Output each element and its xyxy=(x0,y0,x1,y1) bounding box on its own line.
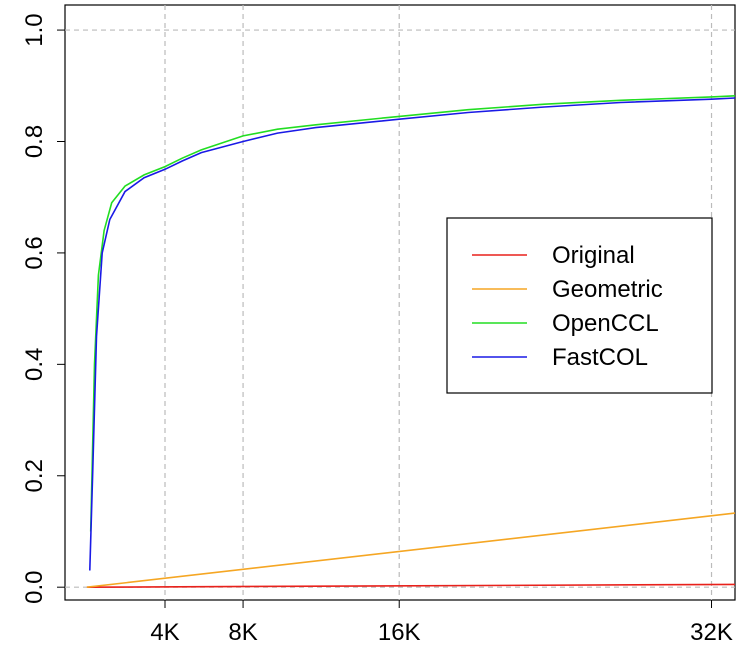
legend-label: OpenCCL xyxy=(552,310,659,337)
plot-frame xyxy=(64,4,736,601)
series-line xyxy=(86,512,736,588)
x-tick-label: 16K xyxy=(378,619,421,646)
legend-label: Geometric xyxy=(552,276,663,303)
y-tick-label: 1.0 xyxy=(21,13,48,46)
x-tick-label: 32K xyxy=(690,619,733,646)
legend-label: Original xyxy=(552,242,635,269)
y-tick-label: 0.4 xyxy=(21,348,48,381)
x-tick-label: 4K xyxy=(150,619,179,646)
legend-label: FastCOL xyxy=(552,344,648,371)
x-tick-label: 8K xyxy=(228,619,257,646)
series-line xyxy=(89,97,736,571)
y-tick-label: 0.2 xyxy=(21,459,48,492)
legend-box xyxy=(446,217,713,394)
series-line xyxy=(89,95,736,532)
y-tick-label: 0.0 xyxy=(21,570,48,603)
y-tick-label: 0.8 xyxy=(21,125,48,158)
y-tick-label: 0.6 xyxy=(21,236,48,269)
series-line xyxy=(86,583,736,588)
